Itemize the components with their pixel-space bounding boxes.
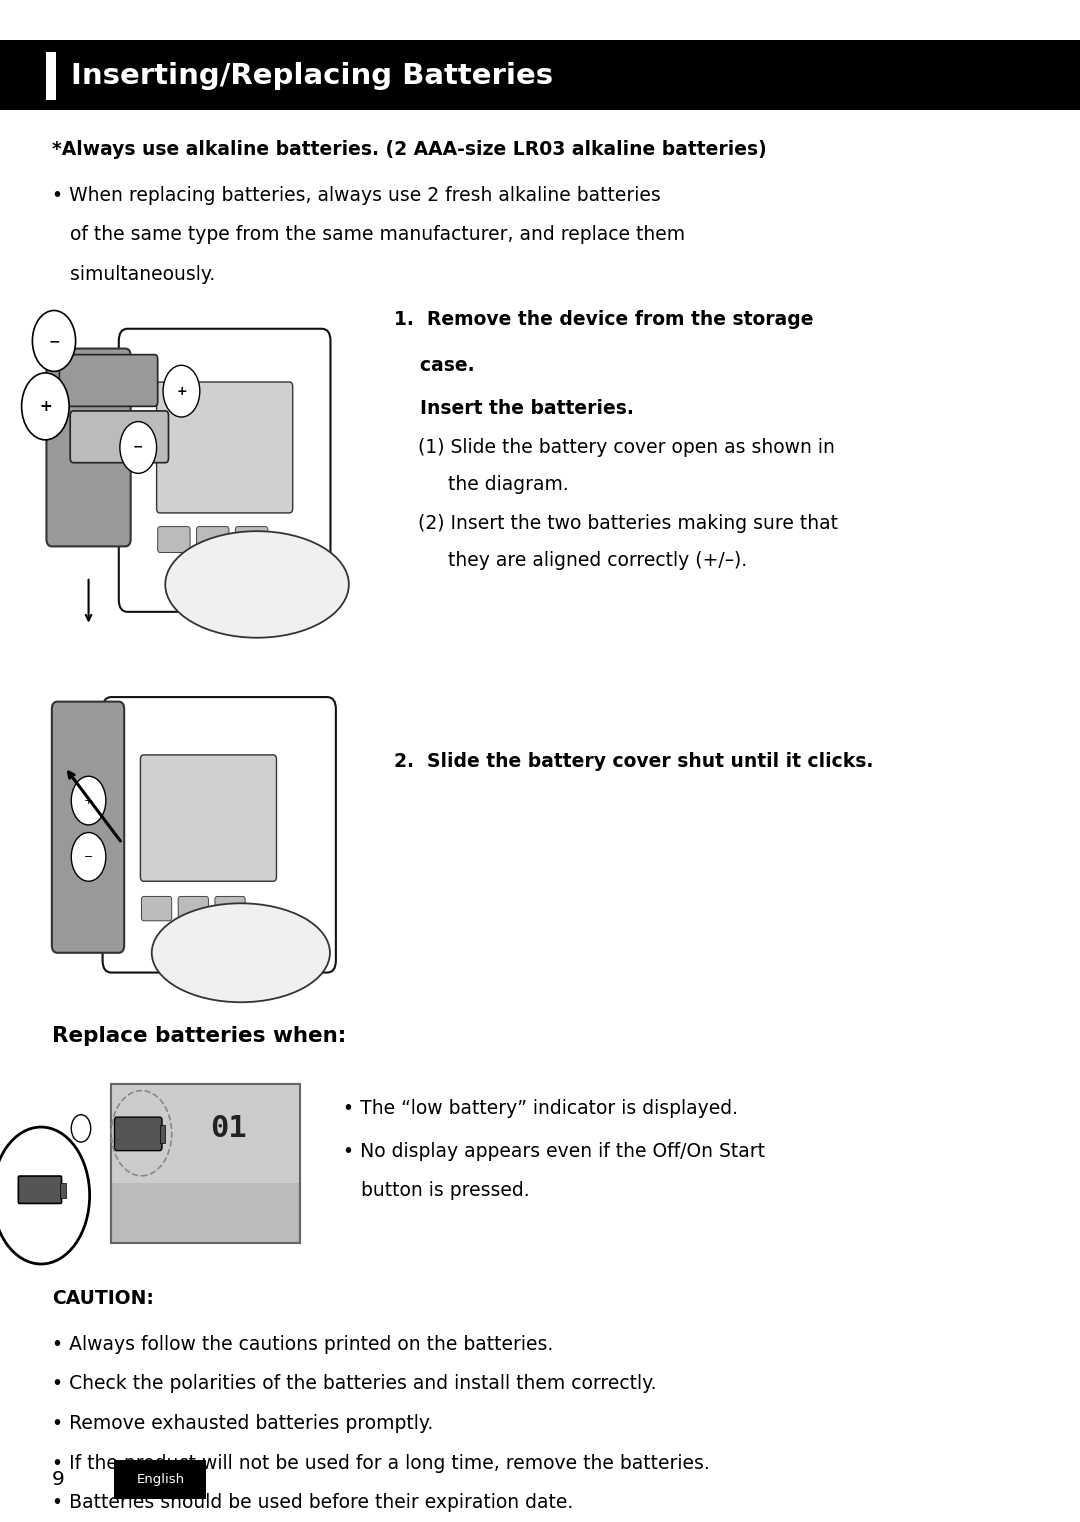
Circle shape: [71, 833, 106, 881]
Text: • Check the polarities of the batteries and install them correctly.: • Check the polarities of the batteries …: [52, 1374, 657, 1393]
Text: • If the product will not be used for a long time, remove the batteries.: • If the product will not be used for a …: [52, 1454, 710, 1472]
FancyBboxPatch shape: [197, 527, 229, 552]
Bar: [60, 1183, 66, 1198]
Bar: [114, 1460, 206, 1499]
Bar: [111, 1084, 300, 1183]
FancyBboxPatch shape: [235, 527, 268, 552]
Text: • The “low battery” indicator is displayed.: • The “low battery” indicator is display…: [343, 1099, 739, 1117]
Text: +: +: [39, 399, 52, 414]
Text: • Batteries should be used before their expiration date.: • Batteries should be used before their …: [52, 1493, 573, 1511]
Text: • Remove exhausted batteries promptly.: • Remove exhausted batteries promptly.: [52, 1414, 433, 1432]
Text: of the same type from the same manufacturer, and replace them: of the same type from the same manufactu…: [52, 225, 685, 244]
Circle shape: [163, 365, 200, 417]
Text: • No display appears even if the Off/On Start: • No display appears even if the Off/On …: [343, 1142, 766, 1160]
Circle shape: [71, 776, 106, 825]
Bar: [160, 1125, 165, 1143]
Text: (1) Slide the battery cover open as shown in: (1) Slide the battery cover open as show…: [394, 438, 835, 457]
Text: −: −: [49, 333, 59, 349]
Text: • Always follow the cautions printed on the batteries.: • Always follow the cautions printed on …: [52, 1335, 553, 1353]
FancyBboxPatch shape: [157, 382, 293, 513]
Text: simultaneously.: simultaneously.: [52, 265, 215, 283]
Bar: [111, 1084, 300, 1243]
Text: • When replacing batteries, always use 2 fresh alkaline batteries: • When replacing batteries, always use 2…: [52, 186, 661, 204]
FancyBboxPatch shape: [70, 411, 168, 463]
FancyBboxPatch shape: [114, 1117, 162, 1151]
FancyBboxPatch shape: [158, 527, 190, 552]
Bar: [46, 52, 56, 100]
FancyBboxPatch shape: [140, 755, 276, 881]
Text: *Always use alkaline batteries. (2 AAA-size LR03 alkaline batteries): *Always use alkaline batteries. (2 AAA-s…: [52, 140, 767, 158]
Text: +: +: [176, 385, 187, 397]
Circle shape: [0, 1128, 90, 1265]
Text: 9: 9: [52, 1470, 65, 1489]
Text: CAUTION:: CAUTION:: [52, 1289, 153, 1307]
Text: Replace batteries when:: Replace batteries when:: [52, 1026, 346, 1046]
Text: (2) Insert the two batteries making sure that: (2) Insert the two batteries making sure…: [394, 514, 838, 533]
FancyBboxPatch shape: [46, 349, 131, 546]
FancyBboxPatch shape: [119, 329, 330, 612]
Ellipse shape: [165, 531, 349, 638]
Text: Insert the batteries.: Insert the batteries.: [394, 399, 634, 417]
Text: 01: 01: [210, 1114, 247, 1143]
FancyBboxPatch shape: [215, 896, 245, 921]
Text: English: English: [136, 1473, 185, 1485]
Text: −: −: [133, 441, 144, 454]
Circle shape: [120, 422, 157, 473]
Text: +: +: [84, 796, 93, 805]
Text: 2.  Slide the battery cover shut until it clicks.: 2. Slide the battery cover shut until it…: [394, 752, 874, 770]
Text: button is pressed.: button is pressed.: [343, 1181, 530, 1199]
Text: they are aligned correctly (+/–).: they are aligned correctly (+/–).: [394, 551, 747, 569]
FancyBboxPatch shape: [178, 896, 208, 921]
FancyBboxPatch shape: [18, 1177, 62, 1204]
Circle shape: [32, 310, 76, 371]
Bar: [111, 1084, 300, 1243]
Circle shape: [22, 373, 69, 440]
FancyBboxPatch shape: [141, 896, 172, 921]
FancyBboxPatch shape: [103, 697, 336, 973]
FancyBboxPatch shape: [59, 355, 158, 406]
Text: −: −: [84, 852, 93, 861]
Text: case.: case.: [394, 356, 475, 374]
Text: Inserting/Replacing Batteries: Inserting/Replacing Batteries: [71, 62, 553, 90]
Text: 1.  Remove the device from the storage: 1. Remove the device from the storage: [394, 310, 813, 329]
FancyBboxPatch shape: [52, 702, 124, 953]
Bar: [0, 40, 1080, 110]
Ellipse shape: [151, 904, 330, 1003]
Text: the diagram.: the diagram.: [394, 475, 569, 493]
